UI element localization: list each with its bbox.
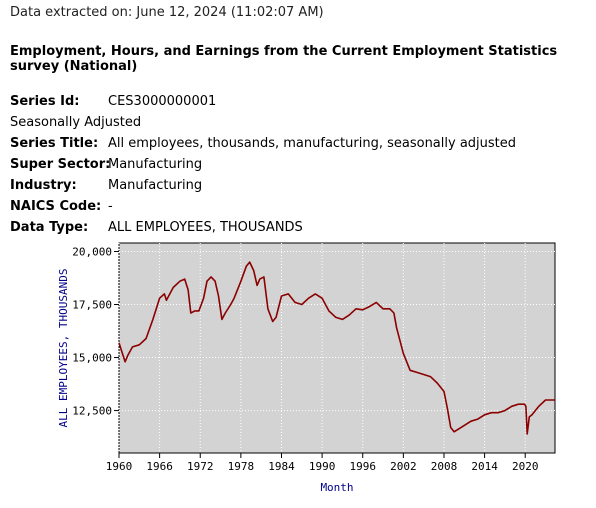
x-tick-label: 1966 bbox=[146, 460, 173, 473]
employment-line-chart: 12,500 15,000 17,500 20,000 1960 1966 1972 197… bbox=[57, 242, 556, 494]
x-tick-label: 2008 bbox=[431, 460, 458, 473]
series-id-row: Series Id: CES3000000001 bbox=[10, 91, 516, 112]
industry-label: Industry: bbox=[10, 178, 77, 193]
naics-label: NAICS Code: bbox=[10, 199, 102, 214]
y-tick-label: 15,000 bbox=[72, 352, 112, 365]
super-sector-row: Super Sector:Manufacturing bbox=[10, 154, 516, 175]
y-tick-label: 12,500 bbox=[72, 405, 112, 418]
x-tick-label: 1960 bbox=[106, 460, 133, 473]
naics-row: NAICS Code: - bbox=[10, 196, 516, 217]
x-tick-label: 1996 bbox=[349, 460, 376, 473]
survey-title: Employment, Hours, and Earnings from the… bbox=[10, 44, 558, 74]
x-tick-label: 1990 bbox=[309, 460, 336, 473]
seasonal-row: Seasonally Adjusted bbox=[10, 112, 516, 133]
industry-row: Industry: Manufacturing bbox=[10, 175, 516, 196]
naics-value: - bbox=[108, 199, 113, 214]
data-type-row: Data Type: ALL EMPLOYEES, THOUSANDS bbox=[10, 217, 516, 238]
series-title-value: All employees, thousands, manufacturing,… bbox=[108, 136, 517, 151]
x-axis-label: Month bbox=[320, 481, 353, 494]
data-type-value: ALL EMPLOYEES, THOUSANDS bbox=[108, 220, 303, 235]
y-axis-ticks: 12,500 15,000 17,500 20,000 bbox=[72, 245, 119, 418]
seasonal-adjustment: Seasonally Adjusted bbox=[10, 115, 142, 130]
super-sector-value: Manufacturing bbox=[108, 157, 203, 172]
series-title-row: Series Title: All employees, thousands, m… bbox=[10, 133, 516, 154]
x-tick-label: 1972 bbox=[187, 460, 214, 473]
y-tick-label: 20,000 bbox=[72, 245, 112, 258]
grid-lines bbox=[118, 243, 555, 453]
super-sector-label: Super Sector: bbox=[10, 157, 111, 172]
plot-area bbox=[118, 242, 556, 454]
series-id-value: CES3000000001 bbox=[108, 94, 217, 109]
series-id-label: Series Id: bbox=[10, 94, 80, 109]
x-tick-label: 1978 bbox=[228, 460, 255, 473]
x-tick-label: 2020 bbox=[512, 460, 539, 473]
y-axis-label: ALL EMPLOYEES, THOUSANDS bbox=[57, 269, 70, 428]
data-extracted-date: Data extracted on: June 12, 2024 (11:02:… bbox=[10, 5, 324, 20]
series-line-manufacturing-employees bbox=[118, 261, 555, 435]
x-tick-label: 2002 bbox=[390, 460, 417, 473]
y-tick-label: 17,500 bbox=[72, 299, 112, 312]
x-tick-label: 2014 bbox=[471, 460, 498, 473]
series-info: Series Id: CES3000000001 Seasonally Adjus… bbox=[10, 91, 516, 238]
data-type-label: Data Type: bbox=[10, 220, 89, 235]
x-tick-label: 1984 bbox=[268, 460, 295, 473]
x-axis-ticks: 1960 1966 1972 1978 1984 1990 1996 2002 2008 2014… bbox=[106, 453, 539, 473]
series-title-label: Series Title: bbox=[10, 136, 99, 151]
industry-value: Manufacturing bbox=[108, 178, 203, 193]
